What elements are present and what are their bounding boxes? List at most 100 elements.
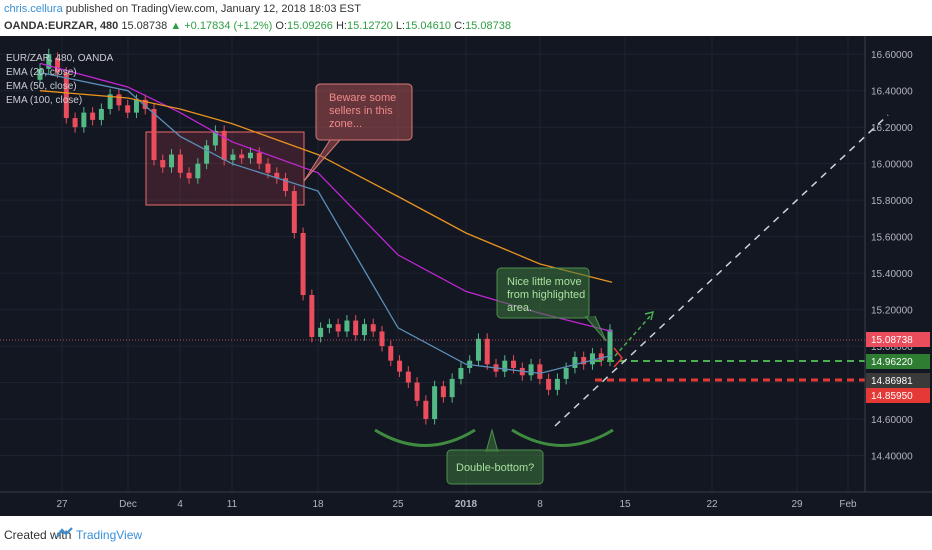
candle-body: [598, 353, 604, 361]
candle-body: [221, 130, 227, 161]
candle-body: [107, 94, 113, 109]
legend-ema20[interactable]: EMA (20, close): [6, 67, 77, 78]
author-link[interactable]: chris.cellura: [4, 3, 63, 15]
time-tick-label: 11: [227, 499, 238, 510]
footer: Created with TradingView: [0, 516, 932, 550]
price-tick-label: 15.60000: [871, 233, 913, 244]
time-tick-label: 2018: [455, 499, 478, 510]
candle-body: [563, 367, 569, 379]
candle-body: [335, 324, 341, 332]
created-with-text: Created with: [4, 528, 72, 542]
chart-area[interactable]: Beware some sellers in this zone... Nice…: [0, 36, 932, 516]
time-tick-label: 22: [706, 499, 718, 510]
candle-body: [309, 295, 315, 337]
price-tick-label: 14.40000: [871, 452, 913, 463]
dark-level-text: 14.86981: [871, 376, 913, 387]
candle-body: [247, 152, 253, 159]
candle-body: [195, 163, 201, 179]
price-tick-label: 16.60000: [871, 50, 913, 61]
projection-arrow: [614, 313, 653, 357]
high-label: H:: [335, 20, 347, 32]
callout-2-pointer: [584, 315, 607, 342]
price-tick-label: 16.40000: [871, 87, 913, 98]
candle-body: [511, 360, 517, 368]
callout-2-line-1: Nice little move: [507, 276, 582, 288]
legend-ema100[interactable]: EMA (100, close): [6, 95, 82, 106]
candle-body: [326, 324, 332, 328]
candle-body: [581, 357, 587, 365]
candle-body: [388, 346, 394, 361]
callout-3-text: Double-bottom?: [456, 462, 534, 474]
candle-body: [98, 108, 104, 120]
ema-line: [39, 90, 613, 283]
time-tick-label: 25: [392, 499, 404, 510]
symbol-label: OANDA:EURZAR, 480: [4, 20, 119, 32]
callout-1-box: [315, 83, 413, 141]
candle-body: [318, 327, 324, 337]
candle-body: [274, 172, 280, 179]
tradingview-brand[interactable]: TradingView: [76, 528, 143, 542]
candle-body: [37, 68, 43, 80]
low-label: L:: [395, 20, 406, 32]
change-value: ▲ +0.17834 (+1.2%): [170, 20, 273, 32]
candle-body: [283, 178, 289, 192]
candles: [37, 48, 613, 425]
candle-body: [353, 320, 359, 336]
candle-body: [142, 99, 148, 109]
candle-body: [554, 378, 560, 390]
legend-ema50[interactable]: EMA (50, close): [6, 81, 77, 92]
candle-body: [440, 386, 446, 398]
projection-arrowhead: [644, 310, 655, 321]
candle-body: [537, 364, 543, 379]
candle-body: [239, 154, 245, 159]
candle-body: [546, 378, 552, 390]
candle-body: [265, 163, 271, 173]
red-level-tag: [866, 388, 930, 403]
candle-body: [204, 145, 210, 164]
last-price: 15.08738: [121, 20, 168, 32]
callout-2-line-2: from highlighted: [507, 289, 585, 301]
candle-body: [169, 154, 175, 168]
green-level-tag: [866, 354, 930, 369]
candle-body: [151, 108, 157, 161]
candle-body: [55, 57, 61, 73]
candle-body: [63, 72, 69, 119]
candle-body: [405, 371, 411, 383]
red-arrowhead: [613, 347, 623, 368]
callout-3-pointer: [485, 428, 499, 453]
candle-body: [458, 367, 464, 379]
bottom-arc-right: [511, 428, 614, 447]
price-tick-label: 16.00000: [871, 160, 913, 171]
time-tick-label: 18: [312, 499, 324, 510]
time-axis[interactable]: 27 Dec 4 11 18 25 2018 8 15 22 29 Feb: [56, 499, 857, 510]
callout-3-box: [446, 449, 544, 485]
candle-body: [72, 118, 78, 128]
time-tick-label: 8: [537, 499, 543, 510]
trendline: [554, 114, 889, 427]
green-level-text: 14.96220: [871, 357, 913, 368]
candle-body: [502, 360, 508, 372]
candle-body: [607, 329, 613, 361]
candle-body: [475, 338, 481, 361]
candle-body: [177, 154, 183, 173]
time-tick-label: 4: [177, 499, 183, 510]
time-tick-label: 29: [791, 499, 803, 510]
bottom-arc-left: [374, 428, 476, 447]
candle-body: [230, 154, 236, 161]
price-tick-label: 15.20000: [871, 306, 913, 317]
candle-body: [423, 400, 429, 420]
candle-body: [344, 320, 350, 332]
price-chart[interactable]: Beware some sellers in this zone... Nice…: [0, 36, 932, 516]
low-value: 15.04610: [405, 20, 451, 32]
legend-title: EUR/ZAR, 480, OANDA: [6, 53, 114, 64]
time-tick-label: Feb: [839, 499, 857, 510]
candle-body: [81, 112, 87, 128]
candle-body: [414, 382, 420, 401]
callout-1-line-3: zone...: [329, 118, 362, 130]
price-tick-label: 15.00000: [871, 342, 913, 353]
candle-body: [186, 172, 192, 179]
candle-body: [300, 232, 306, 296]
candle-body: [397, 360, 403, 372]
time-tick-label: Dec: [119, 499, 137, 510]
candle-body: [256, 152, 262, 164]
